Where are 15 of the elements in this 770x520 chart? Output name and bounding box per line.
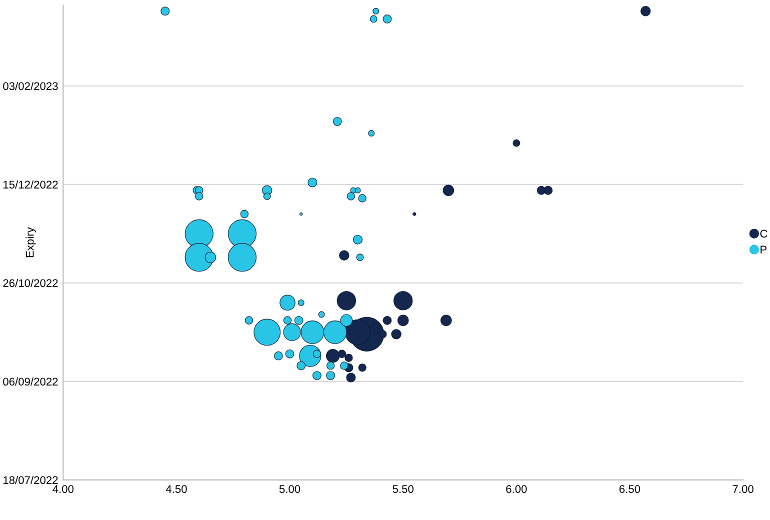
- y-axis-title: Expiry: [26, 227, 36, 258]
- x-tick-label: 4.50: [166, 485, 187, 493]
- x-tick-label: 7.00: [732, 485, 754, 493]
- x-tick-label: 6.00: [506, 485, 527, 493]
- x-tick-label: 5.50: [392, 485, 414, 493]
- y-tick-label: 06/09/2022: [3, 377, 58, 386]
- y-tick-label: 15/12/2022: [4, 180, 58, 189]
- x-tick-label: 6.50: [619, 485, 640, 493]
- legend-label: C: [760, 230, 768, 238]
- x-tick-label: 4.00: [52, 485, 74, 493]
- y-tick-label: 26/10/2022: [3, 278, 58, 288]
- legend-label: P: [760, 246, 767, 254]
- y-tick-label: 18/07/2022: [4, 476, 58, 484]
- y-tick-label: 03/02/2023: [3, 82, 58, 90]
- x-tick-label: 5.00: [279, 485, 300, 493]
